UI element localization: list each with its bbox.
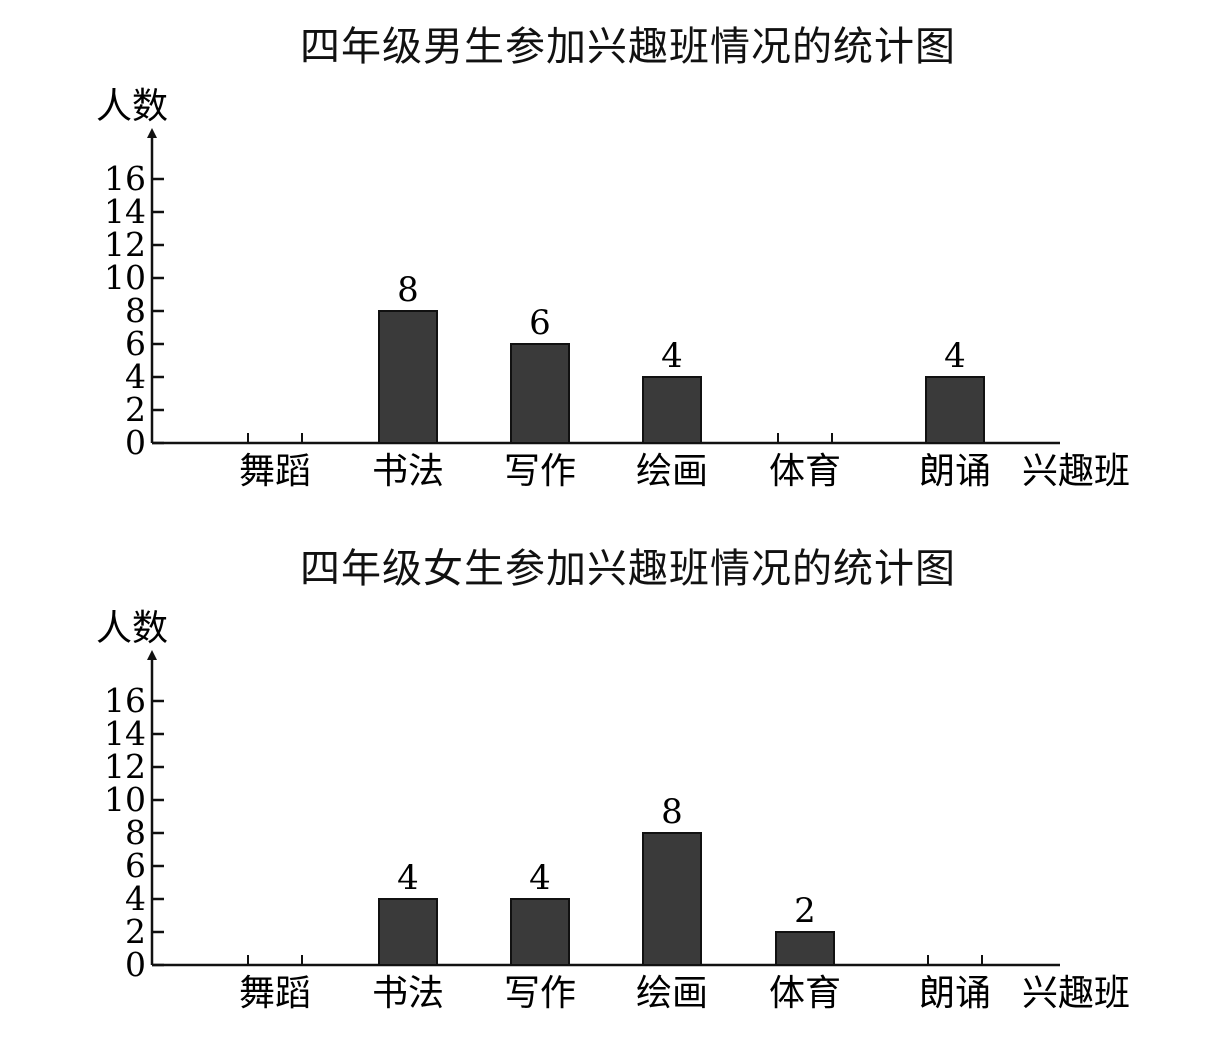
data-label: 8 <box>397 270 419 310</box>
category-label: 绘画 <box>636 973 708 1014</box>
data-label: 8 <box>661 792 683 832</box>
chart-boys: 四年级男生参加兴趣班情况的统计图 人数 兴趣班 0 2 4 6 8 10 12 14 16 舞蹈 8 书法… <box>96 24 1130 492</box>
y-axis-label: 人数 <box>96 86 168 127</box>
y-tick-label: 2 <box>125 912 146 951</box>
y-tick-label: 12 <box>104 747 146 786</box>
category-label: 书法 <box>372 973 444 1014</box>
y-tick-label: 8 <box>125 813 146 852</box>
y-tick-label: 10 <box>104 780 146 819</box>
y-tick-label: 14 <box>104 714 146 753</box>
y-tick-label: 14 <box>104 192 146 231</box>
x-axis-label: 兴趣班 <box>1022 451 1130 492</box>
y-tick-label: 0 <box>125 945 146 984</box>
chart-title: 四年级男生参加兴趣班情况的统计图 <box>300 24 956 70</box>
y-axis-arrow <box>147 128 157 138</box>
category-label: 舞蹈 <box>239 451 311 492</box>
category-label: 朗诵 <box>919 451 991 492</box>
category-label: 绘画 <box>636 451 708 492</box>
data-label: 4 <box>397 858 419 898</box>
data-label: 4 <box>529 858 551 898</box>
y-axis-arrow <box>147 650 157 660</box>
x-axis-label: 兴趣班 <box>1022 973 1130 1014</box>
chart-girls: 四年级女生参加兴趣班情况的统计图 人数 兴趣班 0 2 4 6 8 10 12 14 16 舞蹈 4 书法… <box>0 522 1205 1044</box>
y-tick-label: 16 <box>104 159 146 198</box>
bar <box>642 832 702 966</box>
y-tick-label: 8 <box>125 291 146 330</box>
category-label: 书法 <box>372 451 444 492</box>
bar <box>510 898 570 966</box>
bar <box>775 931 835 966</box>
category-label: 体育 <box>769 451 841 492</box>
y-tick-label: 10 <box>104 258 146 297</box>
y-tick-label: 16 <box>104 681 146 720</box>
category-label: 写作 <box>504 973 576 1014</box>
category-label: 体育 <box>769 973 841 1014</box>
chart-title: 四年级女生参加兴趣班情况的统计图 <box>300 546 956 592</box>
data-label: 4 <box>661 336 683 376</box>
data-label: 2 <box>794 891 816 931</box>
bar <box>510 343 570 444</box>
y-tick-label: 0 <box>125 423 146 462</box>
y-tick-label: 12 <box>104 225 146 264</box>
y-tick-label: 6 <box>125 324 146 363</box>
y-tick-label: 2 <box>125 390 146 429</box>
bar <box>925 376 985 444</box>
data-label: 4 <box>944 336 966 376</box>
category-label: 写作 <box>504 451 576 492</box>
category-label: 舞蹈 <box>239 973 311 1014</box>
bar <box>378 898 438 966</box>
bar <box>642 376 702 444</box>
y-tick-label: 4 <box>125 357 146 396</box>
category-label: 朗诵 <box>919 973 991 1014</box>
bar <box>378 310 438 444</box>
y-axis-label: 人数 <box>96 608 168 649</box>
data-label: 6 <box>529 303 551 343</box>
y-tick-label: 6 <box>125 846 146 885</box>
y-tick-label: 4 <box>125 879 146 918</box>
